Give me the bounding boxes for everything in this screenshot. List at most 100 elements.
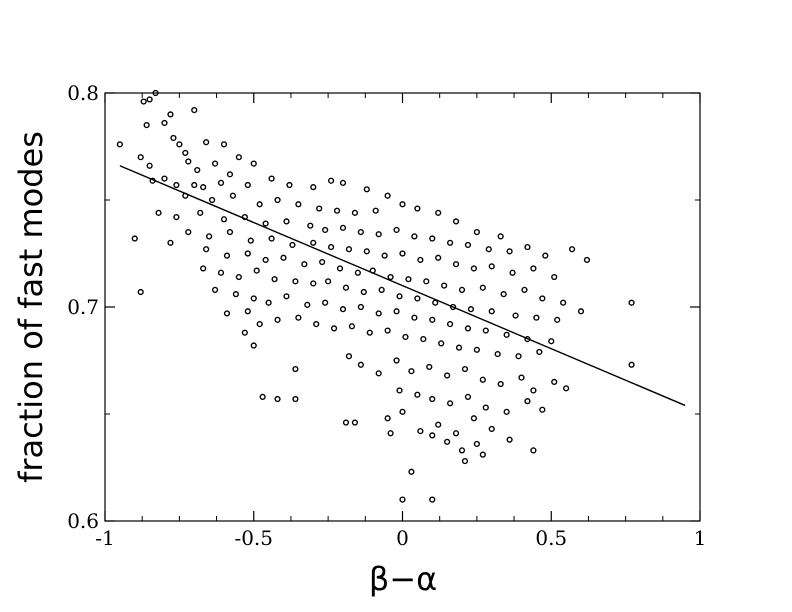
- data-point: [497, 380, 504, 388]
- data-point: [563, 385, 570, 392]
- data-point: [283, 218, 290, 225]
- data-point: [173, 181, 180, 189]
- data-point: [393, 357, 400, 364]
- data-point: [217, 269, 225, 276]
- data-point: [363, 248, 370, 255]
- data-point: [554, 316, 561, 323]
- data-point: [441, 282, 448, 289]
- data-point: [509, 269, 516, 276]
- data-point: [393, 226, 400, 234]
- data-point: [577, 308, 585, 315]
- data-point: [328, 243, 335, 251]
- data-point: [375, 231, 382, 238]
- data-point: [280, 254, 287, 261]
- data-point: [470, 415, 478, 422]
- data-point: [310, 280, 317, 287]
- data-point: [167, 111, 174, 118]
- data-point: [322, 226, 329, 234]
- data-point: [185, 158, 192, 165]
- data-point: [411, 233, 418, 240]
- data-point: [449, 303, 457, 311]
- data-point: [396, 293, 403, 300]
- y-tick-label: 0.7: [67, 295, 99, 319]
- data-point: [473, 346, 480, 353]
- data-point: [203, 139, 210, 146]
- data-point: [414, 295, 421, 302]
- data-point: [524, 243, 531, 251]
- data-point: [209, 196, 216, 204]
- y-tick-label: 0.6: [67, 509, 99, 533]
- data-point: [342, 419, 350, 426]
- data-point: [226, 229, 234, 236]
- data-point: [426, 363, 433, 371]
- tick-labels: -1 -0.5 0 0.5 1 0.6 0.7 0.8: [67, 81, 706, 550]
- data-point: [458, 286, 466, 293]
- data-point: [200, 184, 207, 191]
- data-point: [488, 425, 495, 433]
- data-point: [533, 314, 540, 321]
- data-point: [536, 348, 543, 356]
- data-point: [357, 229, 364, 236]
- data-point: [384, 192, 391, 199]
- data-point: [524, 398, 531, 405]
- regression-line: [119, 165, 686, 407]
- data-point: [384, 327, 391, 334]
- data-point: [185, 229, 192, 236]
- data-point: [137, 154, 144, 161]
- data-point: [366, 329, 373, 336]
- data-point: [506, 248, 513, 255]
- data-point: [339, 179, 347, 186]
- data-point: [583, 256, 591, 264]
- data-point: [220, 216, 228, 223]
- data-point: [176, 141, 183, 148]
- data-point: [170, 134, 177, 142]
- data-point: [262, 220, 269, 227]
- data-point: [182, 149, 189, 157]
- data-point: [301, 261, 308, 268]
- data-point: [452, 430, 460, 437]
- data-point: [375, 310, 382, 317]
- data-point: [396, 387, 403, 394]
- data-point: [455, 344, 463, 351]
- data-point: [259, 393, 266, 400]
- data-point: [518, 374, 525, 381]
- data-point: [342, 284, 350, 291]
- data-point: [268, 175, 275, 182]
- data-point: [351, 419, 359, 426]
- x-axis-title: β−α: [369, 560, 437, 598]
- data-point: [429, 496, 436, 503]
- data-point: [500, 291, 507, 298]
- data-point: [283, 293, 290, 300]
- data-point: [265, 299, 272, 306]
- data-point: [461, 457, 469, 465]
- data-point: [628, 299, 635, 306]
- data-point: [429, 432, 436, 439]
- data-point: [452, 218, 460, 225]
- data-point: [262, 256, 269, 264]
- data-point: [628, 361, 635, 368]
- data-point: [530, 447, 537, 454]
- data-point: [417, 428, 424, 435]
- data-point: [152, 89, 159, 97]
- data-point: [325, 278, 332, 285]
- data-point: [482, 404, 489, 411]
- data-point: [328, 177, 335, 184]
- data-point: [161, 119, 168, 127]
- data-point: [378, 286, 385, 293]
- data-point: [539, 295, 546, 302]
- data-point: [203, 246, 210, 253]
- data-point: [372, 207, 379, 214]
- data-point: [488, 263, 495, 270]
- data-point: [551, 273, 558, 281]
- x-tick-label: 1: [694, 526, 707, 550]
- data-point: [330, 325, 338, 332]
- data-point: [191, 181, 198, 189]
- data-point: [339, 306, 347, 313]
- data-point: [512, 312, 519, 319]
- data-point: [414, 205, 421, 212]
- x-tick-label: 0.5: [535, 526, 567, 550]
- data-point: [307, 222, 314, 229]
- data-point: [539, 406, 546, 413]
- data-point: [542, 252, 549, 259]
- data-point: [515, 353, 522, 360]
